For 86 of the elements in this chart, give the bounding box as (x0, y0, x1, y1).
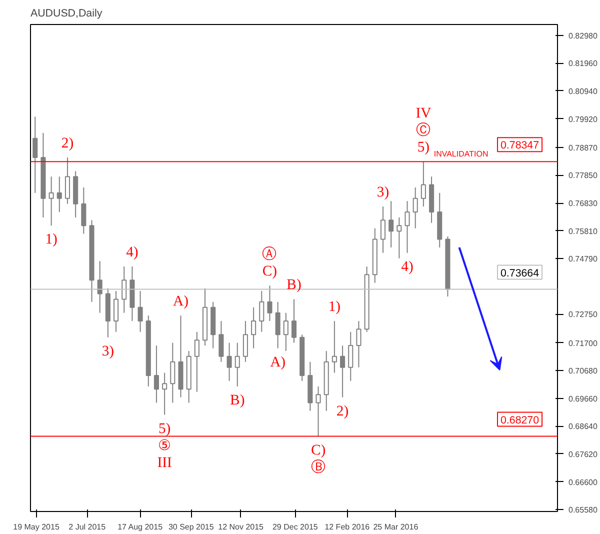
candlestick (283, 312, 288, 352)
annotation: 3) (376, 184, 390, 201)
annotation: C) (262, 264, 278, 280)
x-tick-label: 12 Feb 2016 (324, 522, 370, 532)
x-tick-label: 19 May 2015 (13, 522, 60, 532)
candlestick (218, 320, 224, 362)
x-tick-label: 12 Nov 2015 (218, 522, 264, 532)
candlestick (275, 301, 280, 349)
y-tick-label: 0.82980 (568, 31, 598, 40)
candlestick (138, 290, 143, 332)
candlestick (340, 345, 346, 398)
y-tick-label: 0.71700 (568, 338, 598, 348)
candlestick (226, 342, 232, 382)
candlestick (251, 306, 256, 349)
annotation: 4) (126, 244, 138, 260)
y-tick-label: 0.75810 (568, 226, 598, 236)
annotation: III (157, 454, 172, 471)
annotation: ⑤ (158, 438, 172, 454)
ref-line-label: 0.68270 (500, 414, 540, 426)
candlestick (56, 176, 62, 212)
annotation: 4) (401, 258, 414, 275)
candlestick (396, 216, 402, 259)
candlestick (259, 290, 264, 332)
x-tick-label: 2 Jul 2015 (68, 522, 106, 532)
candlestick (242, 320, 248, 362)
candlestick (404, 200, 410, 254)
annotation: 5) (417, 140, 430, 156)
y-tick-label: 0.76830 (568, 199, 598, 208)
candlestick (97, 260, 102, 314)
candlestick (316, 386, 321, 437)
y-tick-label: 0.78870 (568, 143, 598, 152)
x-tick-label: 30 Sep 2015 (168, 522, 214, 532)
annotation: 5) (158, 420, 171, 437)
candlestick (48, 176, 54, 226)
annotation: A) (270, 354, 286, 370)
annotation: 2) (61, 135, 74, 152)
x-tick-label: 17 Aug 2015 (118, 522, 164, 532)
annotation: C) (310, 442, 326, 458)
candlestick (81, 186, 86, 234)
candlestick (291, 298, 297, 344)
annotation: 2) (336, 403, 349, 420)
y-tick-label: 0.72750 (568, 310, 598, 320)
candlestick (420, 161, 426, 208)
annotation: A) (173, 294, 189, 310)
y-tick-label: 0.68640 (568, 422, 598, 432)
y-tick-label: 0.65580 (568, 506, 598, 515)
y-tick-label: 0.67620 (568, 450, 598, 459)
candlestick (64, 156, 70, 204)
candlestick (412, 186, 418, 229)
candlestick (162, 372, 168, 416)
ref-line-label: 0.73664 (500, 267, 540, 280)
y-tick-label: 0.77850 (568, 171, 598, 180)
y-tick-label: 0.81960 (568, 59, 598, 68)
annotation: Ⓐ (262, 246, 278, 263)
annotation: 1) (328, 299, 341, 316)
candlestick (388, 200, 394, 248)
ref-line-label: 0.78347 (500, 140, 540, 152)
candlestick (234, 342, 240, 387)
y-tick-label: 0.66600 (568, 478, 598, 487)
x-tick-label: 25 Mar 2016 (373, 522, 419, 532)
y-tick-label: 0.74790 (568, 254, 598, 264)
candlestick (32, 116, 38, 194)
candlestick (267, 285, 272, 322)
annotation: B) (230, 392, 245, 408)
candlestick (356, 320, 362, 368)
candlestick (122, 266, 127, 314)
chart-title: AUDUSD,Daily (30, 8, 103, 20)
y-tick-label: 0.70680 (568, 366, 598, 376)
annotation: INVALIDATION (434, 150, 488, 159)
candlestick (332, 320, 337, 374)
annotation: B) (286, 277, 302, 294)
candlestick (154, 345, 159, 404)
annotation: 3) (102, 343, 114, 360)
candlestick (170, 342, 176, 404)
annotation: Ⓒ (416, 122, 431, 139)
annotation: 1) (45, 232, 58, 248)
candlestick (348, 331, 354, 382)
x-tick-label: 29 Dec 2015 (272, 522, 318, 532)
y-tick-label: 0.80940 (568, 86, 598, 96)
annotation: IV (416, 106, 432, 122)
annotation: Ⓑ (310, 458, 326, 476)
candlestick (194, 331, 200, 392)
candlestick (114, 290, 119, 332)
y-tick-label: 0.79920 (568, 114, 598, 124)
candlestick (380, 206, 386, 254)
y-tick-label: 0.69660 (568, 394, 598, 404)
